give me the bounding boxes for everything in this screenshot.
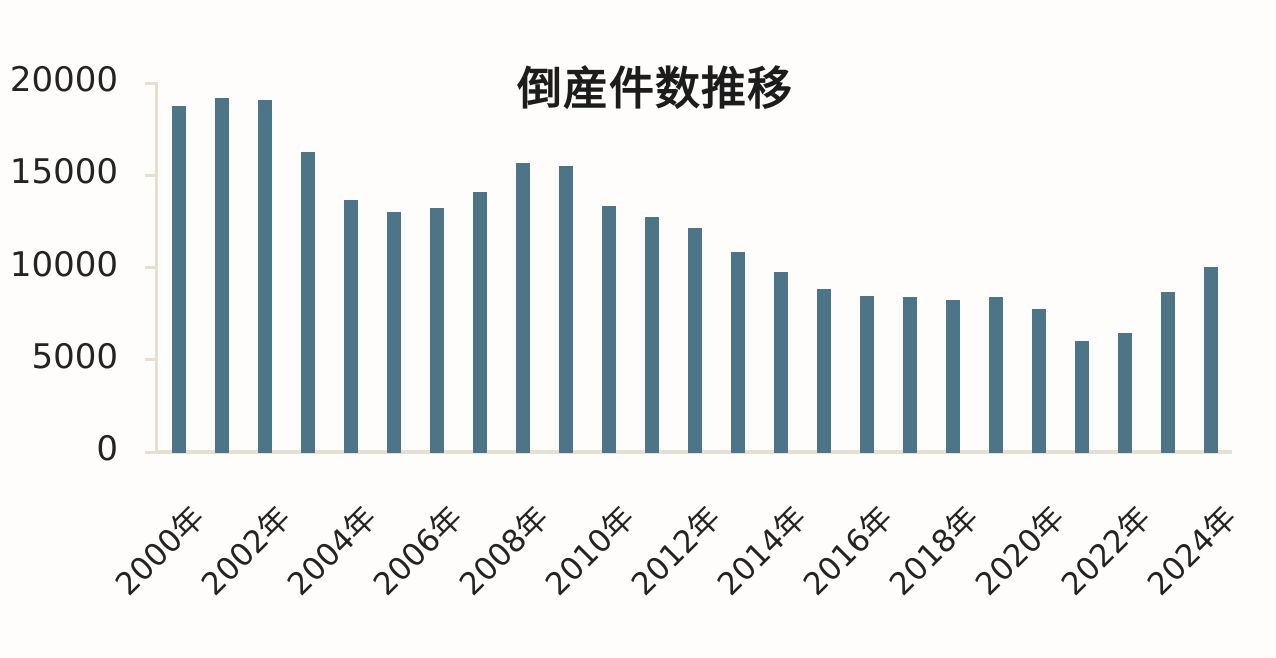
y-axis-label-15000: 15000 <box>9 152 118 193</box>
bar-2014年 <box>773 272 788 454</box>
x-axis-label-2018年: 2018年 <box>882 499 986 603</box>
bar-2010年 <box>601 206 616 454</box>
x-axis-label-2008年: 2008年 <box>452 499 556 603</box>
bar-2023年 <box>1160 291 1175 454</box>
x-axis-label-2002年: 2002年 <box>194 499 298 603</box>
y-tick-15000 <box>145 173 155 177</box>
bar-2018年 <box>945 300 960 454</box>
bar-2022年 <box>1117 333 1132 454</box>
x-axis-label-2014年: 2014年 <box>710 499 814 603</box>
bar-2001年 <box>214 98 229 454</box>
x-axis-label-2012年: 2012年 <box>624 499 728 603</box>
bar-2021年 <box>1074 340 1089 454</box>
y-axis-label-20000: 20000 <box>9 60 118 100</box>
bar-2006年 <box>429 207 444 454</box>
y-axis-label-5000: 5000 <box>31 336 118 377</box>
bar-2002年 <box>257 99 272 454</box>
y-tick-5000 <box>145 358 155 362</box>
bar-2016年 <box>859 296 874 454</box>
bar-2003年 <box>300 152 315 454</box>
bar-2004年 <box>343 199 358 454</box>
y-tick-0 <box>145 450 155 454</box>
y-axis-label-10000: 10000 <box>9 244 118 285</box>
bar-2020年 <box>1031 308 1046 454</box>
y-tick-10000 <box>145 266 155 269</box>
bar-2011年 <box>644 217 659 454</box>
y-axis-line <box>155 82 158 453</box>
x-axis-label-2022年: 2022年 <box>1054 499 1158 603</box>
bar-2007年 <box>472 192 487 454</box>
x-axis-label-2024年: 2024年 <box>1140 499 1244 603</box>
bar-2019年 <box>988 297 1003 454</box>
bar-2009年 <box>558 166 573 454</box>
x-axis-label-2006年: 2006年 <box>366 499 470 603</box>
x-axis-label-2004年: 2004年 <box>280 499 384 603</box>
y-axis-label-0: 0 <box>96 429 118 469</box>
bar-2005年 <box>386 212 401 454</box>
x-axis-label-2000年: 2000年 <box>108 499 212 603</box>
y-tick-20000 <box>145 81 155 85</box>
chart-title: 倒産件数推移 <box>516 62 794 115</box>
x-axis-label-2010年: 2010年 <box>538 499 642 603</box>
x-axis-label-2016年: 2016年 <box>796 499 900 603</box>
x-axis-label-2020年: 2020年 <box>968 499 1072 603</box>
bar-2008年 <box>515 163 530 454</box>
bar-2017年 <box>902 296 917 454</box>
bar-2013年 <box>730 251 745 454</box>
bar-2015年 <box>816 289 831 454</box>
bar-2000年 <box>171 105 186 454</box>
bar-2024年 <box>1203 267 1218 454</box>
bar-2012年 <box>687 228 702 454</box>
